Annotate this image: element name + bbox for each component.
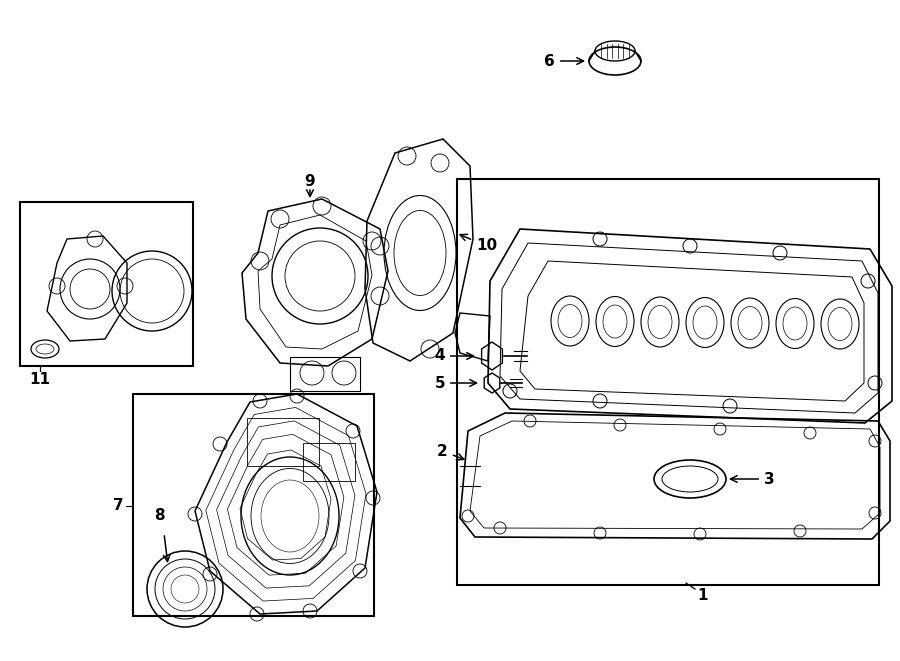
Text: 2: 2: [437, 444, 464, 460]
Bar: [133, 394, 374, 616]
Text: 9: 9: [305, 173, 315, 188]
Text: 5: 5: [435, 375, 476, 391]
Text: 1: 1: [698, 588, 708, 603]
Bar: [20, 202, 193, 366]
Bar: [247, 418, 319, 466]
Bar: [303, 443, 355, 481]
Bar: [457, 179, 879, 585]
Text: 10: 10: [460, 234, 497, 254]
Text: 7: 7: [112, 498, 123, 514]
Text: 4: 4: [435, 348, 473, 364]
Text: 8: 8: [154, 508, 165, 524]
Text: 3: 3: [731, 471, 775, 486]
Text: 6: 6: [544, 54, 583, 69]
Text: 11: 11: [30, 371, 50, 387]
